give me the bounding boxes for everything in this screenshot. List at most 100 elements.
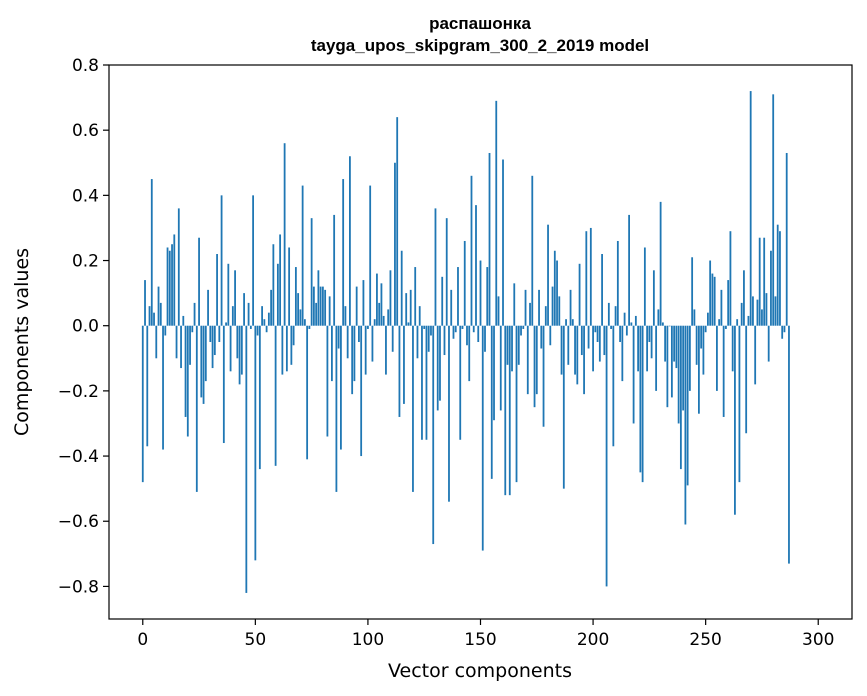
bar <box>186 325 189 437</box>
bar <box>457 267 459 326</box>
bar <box>290 325 293 365</box>
bar <box>270 289 273 326</box>
bar <box>650 325 653 359</box>
bar <box>481 325 484 551</box>
bar <box>263 319 266 326</box>
bar <box>385 325 387 375</box>
bar <box>740 302 743 326</box>
x-tick-label: 300 <box>802 630 834 650</box>
chart-title: распашонка <box>429 14 531 33</box>
bar <box>430 325 432 336</box>
bar <box>421 325 423 440</box>
bar <box>655 325 658 391</box>
bar <box>303 319 306 326</box>
bar <box>585 231 588 326</box>
bar <box>630 322 633 326</box>
bar <box>391 325 394 352</box>
bar <box>526 325 529 395</box>
bar <box>297 293 300 326</box>
bar <box>486 267 489 326</box>
bar <box>412 325 414 492</box>
bar <box>207 289 209 326</box>
bar <box>679 325 682 470</box>
bar <box>184 325 187 417</box>
bar <box>628 214 630 326</box>
bar <box>198 237 200 326</box>
bar <box>247 302 250 326</box>
bar <box>540 325 543 349</box>
bar <box>283 143 286 326</box>
bar <box>150 179 153 326</box>
bar <box>249 325 252 329</box>
bar <box>673 325 676 362</box>
x-tick-label: 250 <box>689 630 721 650</box>
bar <box>720 289 723 326</box>
bar <box>425 325 428 440</box>
bar <box>418 306 421 326</box>
bar <box>394 162 396 326</box>
bar <box>637 325 640 372</box>
bar <box>369 185 372 326</box>
bar <box>497 296 500 326</box>
bar <box>648 325 651 342</box>
bar <box>477 325 480 342</box>
bar <box>231 306 234 326</box>
y-tick-label: −0.8 <box>58 577 99 597</box>
bar <box>601 254 603 326</box>
bar <box>317 270 320 326</box>
bar <box>722 325 725 417</box>
bar <box>373 319 376 326</box>
bar <box>666 325 669 408</box>
bar <box>711 273 714 326</box>
bar <box>623 312 626 326</box>
bar <box>558 296 561 326</box>
bar <box>533 325 536 408</box>
bar <box>238 325 241 385</box>
bar <box>596 325 599 342</box>
bar <box>499 325 502 411</box>
bar <box>659 201 662 326</box>
bar <box>785 152 788 326</box>
bar <box>398 325 401 417</box>
bar <box>245 325 248 593</box>
bar <box>641 325 644 483</box>
bar <box>276 263 279 326</box>
bar <box>360 325 363 457</box>
bar <box>668 325 671 327</box>
bar <box>700 325 703 349</box>
bar <box>718 319 721 326</box>
bar <box>610 325 612 329</box>
bar <box>274 325 277 466</box>
bar <box>614 306 617 326</box>
bar <box>234 270 236 326</box>
bar <box>204 325 207 382</box>
bar <box>493 325 495 421</box>
bar <box>607 302 610 326</box>
bar <box>155 325 158 359</box>
bar <box>524 289 527 326</box>
bar <box>702 325 705 375</box>
bar <box>725 325 727 329</box>
bar <box>506 325 509 365</box>
bar <box>229 325 232 372</box>
bar <box>661 322 664 326</box>
bar <box>542 325 545 427</box>
bar <box>258 325 261 470</box>
bar <box>538 289 540 326</box>
bar <box>603 325 606 356</box>
bar <box>409 289 412 326</box>
bar <box>432 325 435 545</box>
bar <box>218 325 221 342</box>
bar <box>691 257 694 326</box>
bar <box>468 325 471 382</box>
bar <box>272 244 275 326</box>
bar <box>371 325 374 362</box>
bar <box>216 254 218 326</box>
bar <box>351 325 354 395</box>
bar <box>299 309 302 326</box>
y-tick-label: 0.8 <box>72 56 99 76</box>
bar <box>355 286 358 326</box>
bar <box>427 325 430 352</box>
bar <box>589 227 592 326</box>
bar <box>168 250 171 326</box>
